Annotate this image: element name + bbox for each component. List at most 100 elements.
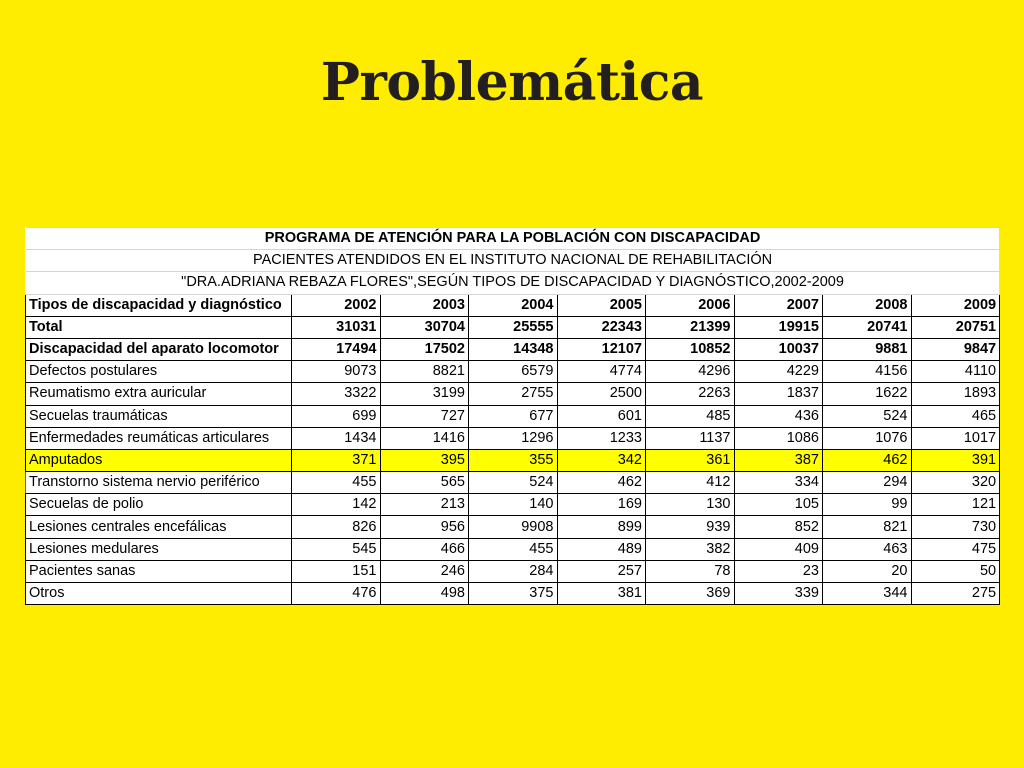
row-label: Lesiones centrales encefálicas [25, 515, 292, 539]
table-row: Enfermedades reumáticas articulares 1434 1… [25, 426, 1001, 450]
cell-value: 387 [733, 448, 823, 473]
cell-value: 436 [733, 404, 823, 428]
cell-value: 12107 [556, 337, 646, 362]
cell-value: 20741 [822, 315, 912, 339]
row-label: Defectos postulares [25, 360, 292, 384]
cell-value: 142 [291, 493, 381, 517]
row-label: Transtorno sistema nervio periférico [25, 471, 292, 495]
cell-value: 524 [822, 404, 912, 428]
cell-value: 727 [379, 404, 469, 428]
cell-value: 371 [291, 448, 381, 473]
cell-value: 50 [910, 559, 1001, 584]
cell-value: 105 [733, 493, 823, 517]
cell-value: 4229 [733, 360, 823, 384]
table-row: Amputados 371 395 355 342 361 387 462 391 [25, 448, 1001, 473]
cell-value: 1416 [379, 426, 469, 450]
cell-value: 14348 [468, 337, 558, 362]
row-label: Secuelas de polio [25, 493, 292, 517]
cell-value: 699 [291, 404, 381, 428]
column-header-year: 2007 [733, 293, 823, 317]
cell-value: 17494 [291, 337, 381, 362]
cell-value: 1076 [822, 426, 912, 450]
cell-value: 9847 [910, 337, 1001, 362]
data-table-container: PROGRAMA DE ATENCIÓN PARA LA POBLACIÓN C… [25, 226, 1001, 606]
table-row: Pacientes sanas 151 246 284 257 78 23 20 50 [25, 559, 1001, 584]
table-row: Defectos postulares 9073 8821 6579 4774 4296 4… [25, 360, 1001, 384]
cell-value: 3322 [291, 382, 381, 406]
data-table: PROGRAMA DE ATENCIÓN PARA LA POBLACIÓN C… [25, 226, 1001, 606]
slide-title: Problemática [320, 52, 704, 113]
table-row: Total 31031 30704 25555 22343 21399 19915 20741… [25, 315, 1001, 339]
cell-value: 1296 [468, 426, 558, 450]
cell-value: 6579 [468, 360, 558, 384]
column-header-year: 2005 [556, 293, 646, 317]
cell-value: 151 [291, 559, 381, 584]
cell-value: 361 [645, 448, 735, 473]
row-label: Secuelas traumáticas [25, 404, 292, 428]
cell-value: 257 [556, 559, 646, 584]
cell-value: 339 [733, 581, 823, 606]
cell-value: 140 [468, 493, 558, 517]
table-row: Otros 476 498 375 381 369 339 344 275 [25, 581, 1001, 606]
cell-value: 20 [822, 559, 912, 584]
cell-value: 355 [468, 448, 558, 473]
cell-value: 25555 [468, 315, 558, 339]
cell-value: 99 [822, 493, 912, 517]
cell-value: 545 [291, 537, 381, 561]
cell-value: 19915 [733, 315, 823, 339]
cell-value: 730 [910, 515, 1001, 539]
cell-value: 565 [379, 471, 469, 495]
cell-value: 4296 [645, 360, 735, 384]
cell-value: 465 [910, 404, 1001, 428]
cell-value: 2755 [468, 382, 558, 406]
column-header-year: 2003 [379, 293, 469, 317]
cell-value: 391 [910, 448, 1001, 473]
cell-value: 476 [291, 581, 381, 606]
cell-value: 334 [733, 471, 823, 495]
cell-value: 821 [822, 515, 912, 539]
cell-value: 498 [379, 581, 469, 606]
cell-value: 121 [910, 493, 1001, 517]
cell-value: 412 [645, 471, 735, 495]
cell-value: 852 [733, 515, 823, 539]
cell-value: 1622 [822, 382, 912, 406]
cell-value: 956 [379, 515, 469, 539]
cell-value: 275 [910, 581, 1001, 606]
cell-value: 9073 [291, 360, 381, 384]
cell-value: 17502 [379, 337, 469, 362]
row-label: Discapacidad del aparato locomotor [25, 337, 292, 362]
cell-value: 8821 [379, 360, 469, 384]
cell-value: 342 [556, 448, 646, 473]
cell-value: 9908 [468, 515, 558, 539]
cell-value: 10852 [645, 337, 735, 362]
cell-value: 375 [468, 581, 558, 606]
cell-value: 1137 [645, 426, 735, 450]
column-header-year: 2006 [645, 293, 735, 317]
table-subtitle: "DRA.ADRIANA REBAZA FLORES",SEGÚN TIPOS … [25, 271, 1000, 295]
cell-value: 455 [291, 471, 381, 495]
row-label: Enfermedades reumáticas articulares [25, 426, 292, 450]
table-row: Secuelas de polio 142 213 140 169 130 105 99 121 [25, 493, 1001, 517]
column-header-year: 2009 [910, 293, 1001, 317]
cell-value: 1434 [291, 426, 381, 450]
cell-value: 23 [733, 559, 823, 584]
cell-value: 382 [645, 537, 735, 561]
cell-value: 1086 [733, 426, 823, 450]
column-header-year: 2008 [822, 293, 912, 317]
cell-value: 462 [822, 448, 912, 473]
cell-value: 2263 [645, 382, 735, 406]
cell-value: 826 [291, 515, 381, 539]
cell-value: 2500 [556, 382, 646, 406]
cell-value: 409 [733, 537, 823, 561]
cell-value: 4156 [822, 360, 912, 384]
row-label: Otros [25, 581, 292, 606]
cell-value: 130 [645, 493, 735, 517]
cell-value: 455 [468, 537, 558, 561]
table-row: Lesiones centrales encefálicas 826 956 9908… [25, 515, 1001, 539]
row-label: Total [25, 315, 292, 339]
column-header-type: Tipos de discapacidad y diagnóstico [25, 293, 292, 317]
cell-value: 4110 [910, 360, 1001, 384]
cell-value: 246 [379, 559, 469, 584]
cell-value: 395 [379, 448, 469, 473]
cell-value: 475 [910, 537, 1001, 561]
